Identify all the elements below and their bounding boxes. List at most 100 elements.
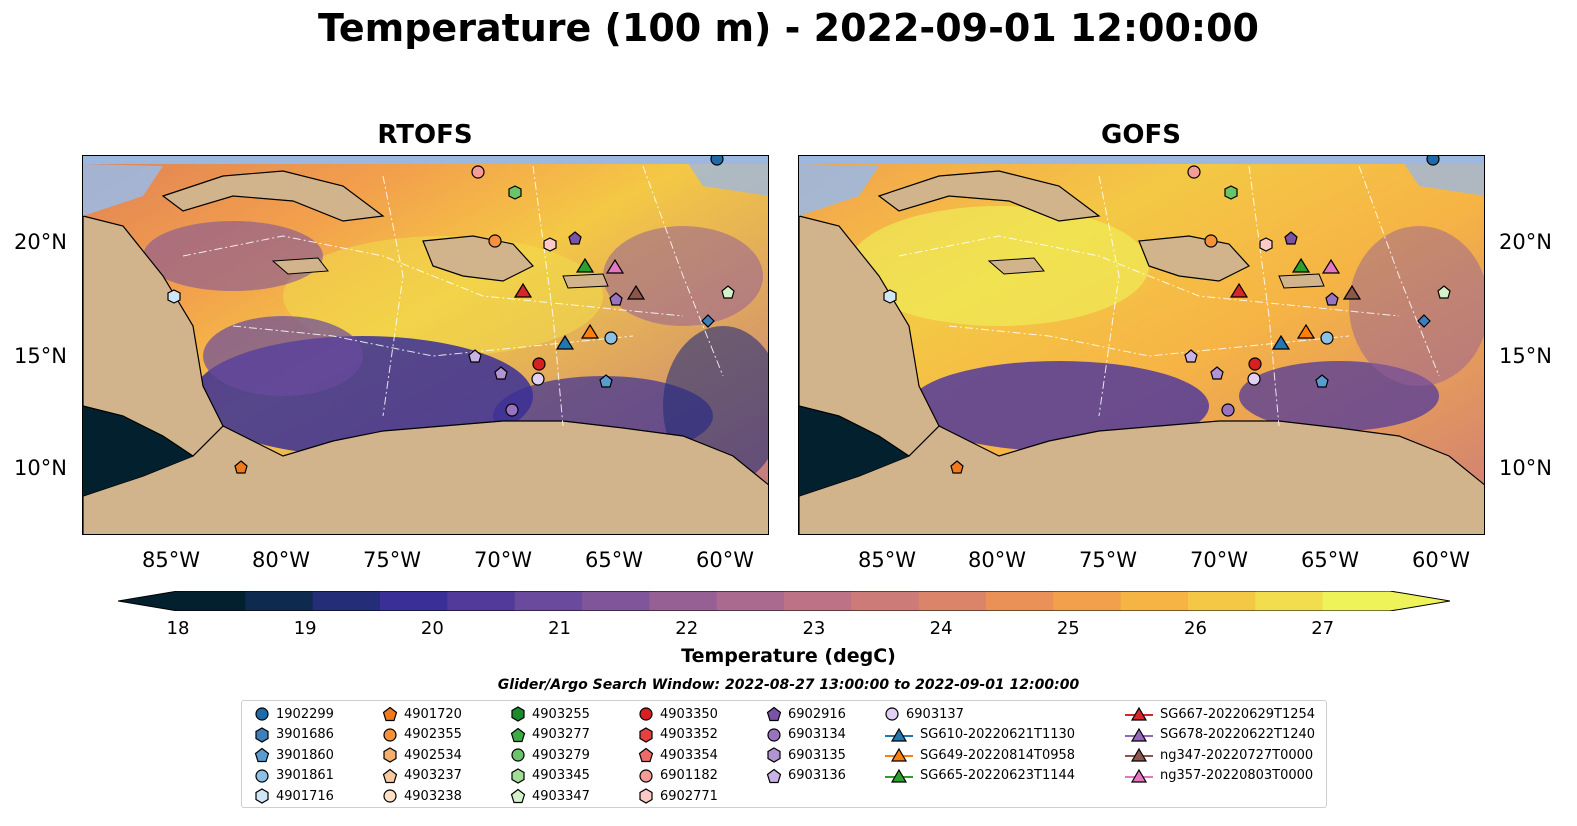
colorbar-segment	[380, 591, 448, 611]
colorbar-tick-label: 22	[675, 618, 699, 639]
legend-marker-icon	[639, 788, 653, 805]
legend-entry-label: 1902299	[276, 706, 334, 722]
colorbar-segment	[245, 591, 314, 611]
legend-entry-label: 4901716	[276, 788, 334, 804]
legend-entry: SG665-20220623T1144	[884, 766, 1075, 786]
legend-entry-label: 6903137	[906, 706, 964, 722]
lon-label-70w-left: 70°W	[474, 548, 532, 572]
observation-markers	[883, 156, 1451, 474]
legend-entry-label: 6903134	[788, 727, 846, 743]
colorbar-tick-label: 27	[1311, 618, 1335, 639]
puerto-rico-land	[1278, 273, 1325, 289]
legend-marker-icon	[510, 727, 526, 742]
legend-marker-icon	[767, 747, 781, 763]
colorbar-segment	[716, 591, 785, 611]
legend-entry: 4903347	[510, 786, 590, 806]
legend-entry-label: SG610-20220621T1130	[920, 727, 1076, 743]
colorbar-extend-low	[118, 591, 178, 611]
colorbar-segment	[514, 591, 583, 611]
legend-entry: SG667-20220629T1254	[1124, 704, 1315, 724]
legend-entry: 4903238	[382, 786, 462, 806]
legend-entry: 6902916	[766, 704, 846, 724]
colorbar-tick-label: 24	[929, 618, 953, 639]
cuba-land	[877, 170, 1101, 222]
legend-entry: 4901716	[254, 786, 334, 806]
legend-entry-label: 6901182	[660, 768, 718, 784]
legend-entry: 4903350	[638, 704, 718, 724]
legend-entry: ng357-20220803T0000	[1124, 766, 1313, 786]
legend-marker-icon	[639, 769, 653, 783]
colorbar-segment	[312, 591, 381, 611]
central-america-land	[799, 215, 940, 457]
lon-label-60w-left: 60°W	[696, 548, 754, 572]
legend-box: 1902299 3901686 3901860 3901861 4901716 49017…	[241, 700, 1327, 808]
legend-marker-icon	[1125, 706, 1153, 721]
legend-entry-label: 4901720	[404, 706, 462, 722]
lon-label-75w-right: 75°W	[1079, 548, 1137, 572]
colorbar-segment	[986, 591, 1054, 611]
legend-entry-label: 4903255	[532, 706, 590, 722]
panel-title-gofs: GOFS	[1101, 120, 1181, 150]
lat-label-10n-right: 10°N	[1499, 456, 1552, 480]
legend-entry: 4903279	[510, 745, 590, 765]
colorbar-segment	[582, 591, 650, 611]
legend-entry-label: 6902771	[660, 788, 718, 804]
legend-entry: 4903354	[638, 745, 718, 765]
legend-marker-icon	[1125, 768, 1153, 783]
lon-label-80w-right: 80°W	[968, 548, 1026, 572]
hispaniola-land	[1138, 235, 1250, 282]
colorbar-tick-label: 21	[548, 618, 571, 639]
legend-marker-icon	[885, 768, 913, 783]
legend-marker-icon	[383, 789, 397, 803]
lon-label-65w-right: 65°W	[1301, 548, 1359, 572]
colorbar-tick-label: 18	[166, 618, 190, 639]
colorbar-segment	[447, 591, 516, 611]
legend-entry-label: 4902355	[404, 727, 462, 743]
lon-label-60w-right: 60°W	[1412, 548, 1470, 572]
legend-entry: SG649-20220814T0958	[884, 745, 1075, 765]
jamaica-land	[271, 257, 329, 275]
pacific-deep	[799, 406, 909, 496]
legend-entry: 6901182	[638, 766, 718, 786]
legend-entry-label: 4903277	[532, 727, 590, 743]
legend-marker-icon	[639, 707, 653, 721]
colorbar-segment	[1322, 591, 1391, 611]
legend-marker-icon	[1125, 727, 1153, 742]
legend-entry: 6903136	[766, 766, 846, 786]
legend-entry-label: 4903347	[532, 788, 590, 804]
colorbar-tick-label: 26	[1184, 618, 1207, 639]
legend-entry: 4902534	[382, 745, 462, 765]
colorbar	[117, 590, 1451, 612]
legend-entry-label: 4903354	[660, 747, 718, 763]
rtofs-map[interactable]	[82, 155, 769, 535]
legend-marker-icon	[255, 707, 269, 721]
legend-entry: 3901861	[254, 766, 334, 786]
legend-entry: 4903255	[510, 704, 590, 724]
legend-marker-icon	[511, 748, 525, 762]
jamaica-land	[987, 257, 1045, 275]
colorbar-tick-label: 20	[420, 618, 444, 639]
lon-label-85w-right: 85°W	[858, 548, 916, 572]
legend-marker-icon	[767, 727, 781, 742]
legend-entry-label: SG649-20220814T0958	[920, 747, 1076, 763]
cuba-land	[161, 170, 385, 222]
colorbar-segment	[784, 591, 852, 611]
legend-marker-icon	[885, 727, 913, 742]
legend-entry: 3901860	[254, 745, 334, 765]
lat-label-20n-right: 20°N	[1499, 230, 1552, 254]
legend-marker-icon	[885, 707, 899, 721]
legend-marker-icon	[639, 726, 653, 743]
legend-entry: 4903277	[510, 725, 590, 745]
hispaniola-land	[422, 235, 534, 282]
colorbar-extend-high	[1390, 591, 1450, 611]
gofs-map[interactable]	[798, 155, 1485, 535]
legend-entry: 6902771	[638, 786, 718, 806]
lat-label-15n-right: 15°N	[1499, 344, 1552, 368]
legend-entry-label: SG678-20220622T1240	[1160, 727, 1316, 743]
colorbar-tick-label: 25	[1056, 618, 1080, 639]
search-window-text: Glider/Argo Search Window: 2022-08-27 13…	[497, 677, 1080, 693]
legend-entry-label: 4903345	[532, 768, 590, 784]
legend-entry-label: 4903279	[532, 747, 590, 763]
legend-entry: 4902355	[382, 725, 462, 745]
legend-marker-icon	[382, 768, 398, 783]
